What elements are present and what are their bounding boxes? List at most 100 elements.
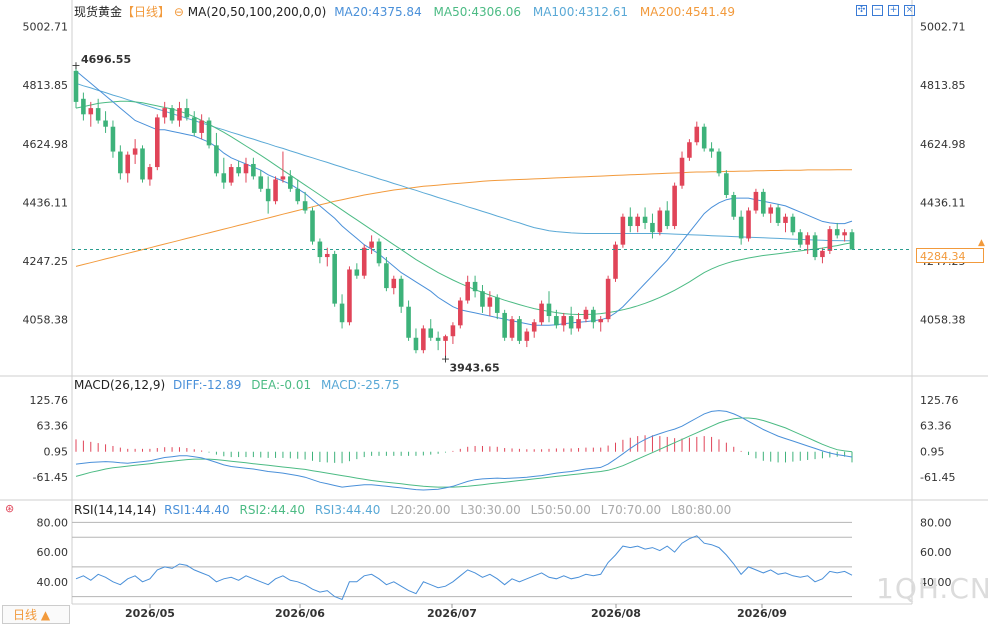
main-header: 现货黄金【日线】 ⊖ MA(20,50,100,200,0,0) MA20:43… <box>74 5 735 19</box>
rsi-ytick-left: 80.00 <box>37 516 69 529</box>
price-ytick-left: 4058.38 <box>23 314 69 327</box>
candle-body <box>73 70 79 102</box>
candle-body <box>709 148 714 152</box>
candle-body <box>761 191 766 214</box>
candle-body <box>376 241 382 264</box>
candle-body <box>657 210 663 233</box>
candle-body <box>790 216 796 233</box>
candle-body <box>140 148 145 180</box>
l80-label: L80:80.00 <box>670 503 732 517</box>
symbol-title: 现货黄金 <box>74 5 123 19</box>
dea-line <box>75 417 853 488</box>
candle-body <box>236 167 241 174</box>
candle-body <box>295 188 301 202</box>
candle-body <box>613 244 618 279</box>
price-ytick-left: 5002.71 <box>23 21 69 34</box>
macd-ytick-right: 63.36 <box>920 420 952 433</box>
price-ytick-left: 4624.98 <box>23 138 69 151</box>
high-marker: + <box>71 59 80 72</box>
x-tick-label: 2026/07 <box>427 607 477 620</box>
zoom-in-icon[interactable]: + <box>888 5 899 16</box>
candle-body <box>206 120 212 146</box>
macd-ytick-right: 0.95 <box>920 445 945 458</box>
candle-body <box>820 250 825 258</box>
rsi-title: RSI(14,14,14) <box>74 503 157 517</box>
ma200-label: MA200:4541.49 <box>639 5 735 19</box>
candle-body <box>347 269 352 323</box>
candle-body <box>406 306 411 338</box>
candle-body <box>258 176 264 189</box>
macd-ytick-right: -61.45 <box>920 471 955 484</box>
candle-body <box>162 108 167 118</box>
macd-header: MACD(26,12,9) DIFF:-12.89 DEA:-0.01 MACD… <box>74 378 400 392</box>
macd-title: MACD(26,12,9) <box>74 378 166 392</box>
candle-body <box>531 322 537 332</box>
price-ytick-right: 5002.71 <box>920 21 966 34</box>
candle-body <box>561 316 567 326</box>
candle-body <box>724 173 729 195</box>
rsi-ytick-right: 40.00 <box>920 576 952 589</box>
toggle-icon[interactable]: ⊖ <box>173 5 184 19</box>
candle-body <box>664 210 670 227</box>
ma-title: MA(20,50,100,200,0,0) <box>187 5 327 19</box>
candle-body <box>228 167 234 183</box>
candle-body <box>361 247 367 276</box>
candle-body <box>384 263 389 289</box>
candle-body <box>398 278 404 307</box>
candle-body <box>642 216 648 223</box>
macd-ytick-left: -61.45 <box>33 471 68 484</box>
price-ytick-left: 4813.85 <box>23 79 69 92</box>
price-ytick-right: 4058.38 <box>920 314 966 327</box>
diff-line <box>75 410 853 491</box>
period-tag[interactable]: 【日线】 <box>122 5 171 19</box>
candle-body <box>324 253 330 258</box>
candle-body <box>679 157 685 186</box>
candle-body <box>605 278 611 320</box>
candle-body <box>118 151 123 174</box>
move-icon[interactable]: ✣ <box>856 5 867 16</box>
current-price-box: 4284.34 <box>916 248 984 263</box>
candle-body <box>849 232 855 250</box>
zoom-out-icon[interactable]: − <box>872 5 883 16</box>
candle-body <box>694 126 700 143</box>
rsi-settings-icon[interactable]: ⊛ <box>5 502 15 515</box>
x-tick-label: 2026/05 <box>125 607 175 620</box>
candle-body <box>753 191 759 211</box>
close-icon[interactable]: × <box>904 5 915 16</box>
candle-body <box>805 235 810 245</box>
candle-body <box>147 167 153 180</box>
candle-body <box>768 207 773 214</box>
rsi3-label: RSI3:44.40 <box>314 503 381 517</box>
candle-body <box>391 278 397 289</box>
candle-body <box>502 312 507 338</box>
rsi-ytick-left: 60.00 <box>37 546 69 559</box>
low-label: 3943.65 <box>450 361 500 374</box>
candle-body <box>458 300 463 326</box>
macd-ytick-left: 63.36 <box>37 420 69 433</box>
candle-body <box>155 117 160 168</box>
ma20-label: MA20:4375.84 <box>334 5 422 19</box>
rsi1-label: RSI1:44.40 <box>164 503 230 517</box>
candle-body <box>620 216 626 245</box>
candle-body <box>583 309 589 320</box>
candle-body <box>450 325 456 337</box>
candle-body <box>494 297 500 313</box>
candle-body <box>443 336 448 341</box>
l50-label: L50:50.00 <box>530 503 591 517</box>
l70-label: L70:70.00 <box>600 503 662 517</box>
candle-body <box>280 176 286 180</box>
ma200-line <box>75 169 852 267</box>
period-button[interactable]: 日线 ▲ <box>2 605 70 624</box>
rsi-ytick-left: 40.00 <box>37 576 69 589</box>
price-ytick-left: 4247.25 <box>23 255 69 268</box>
candle-body <box>738 216 744 239</box>
price-ytick-right: 4436.11 <box>920 196 966 209</box>
watermark: 1QH.CN <box>876 572 988 605</box>
candle-body <box>214 145 219 174</box>
candle-body <box>465 281 470 301</box>
candle-body <box>783 216 788 223</box>
candle-body <box>650 222 655 233</box>
candle-body <box>517 319 522 341</box>
candle-body <box>413 337 419 351</box>
